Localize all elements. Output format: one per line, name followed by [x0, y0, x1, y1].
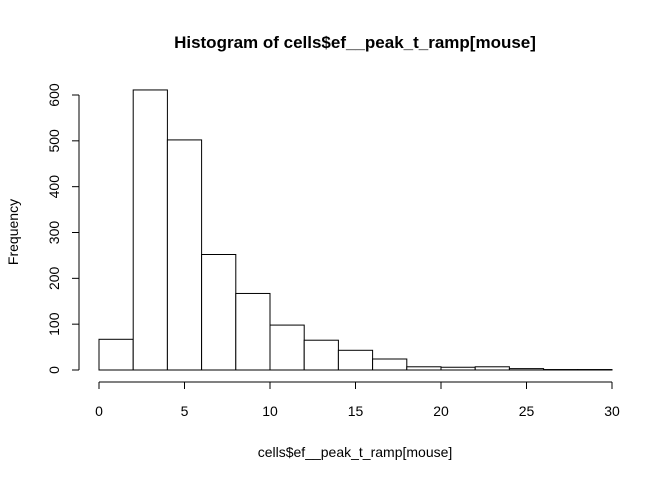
- histogram-bar: [474, 366, 510, 371]
- y-tick-label: 400: [46, 175, 62, 199]
- x-tick-label: 30: [604, 403, 620, 419]
- histogram-bar: [201, 254, 237, 371]
- chart-title: Histogram of cells$ef__peak_t_ramp[mouse…: [174, 33, 536, 52]
- histogram-bar: [440, 366, 476, 371]
- histogram-bar: [406, 366, 442, 371]
- x-tick-label: 20: [433, 403, 449, 419]
- y-tick-label: 0: [46, 366, 62, 374]
- histogram-bar: [166, 139, 203, 371]
- x-axis-label: cells$ef__peak_t_ramp[mouse]: [258, 444, 453, 460]
- histogram-bar: [132, 89, 168, 371]
- y-tick-label: 600: [46, 83, 62, 107]
- histogram-bar: [372, 358, 408, 371]
- x-tick-label: 25: [519, 403, 535, 419]
- x-tick-label: 10: [262, 403, 278, 419]
- y-axis-label: Frequency: [5, 199, 21, 265]
- y-tick-label: 500: [46, 129, 62, 153]
- x-tick-label: 5: [181, 403, 189, 419]
- histogram-bar: [235, 292, 271, 371]
- histogram-bar: [508, 368, 545, 371]
- y-tick-label: 200: [46, 266, 62, 290]
- y-tick-label: 300: [46, 221, 62, 245]
- histogram-bar: [98, 338, 134, 371]
- histogram-bar: [337, 349, 374, 371]
- y-tick-label: 100: [46, 312, 62, 336]
- histogram-bar: [269, 324, 305, 371]
- x-tick-label: 15: [348, 403, 364, 419]
- histogram-bar: [303, 339, 339, 371]
- bars-group: [98, 89, 613, 371]
- x-tick-label: 0: [95, 403, 103, 419]
- x-axis: 0 5 10 15 20 25 30: [95, 381, 620, 419]
- y-axis: 0 100 200 300 400 500 600: [46, 83, 80, 374]
